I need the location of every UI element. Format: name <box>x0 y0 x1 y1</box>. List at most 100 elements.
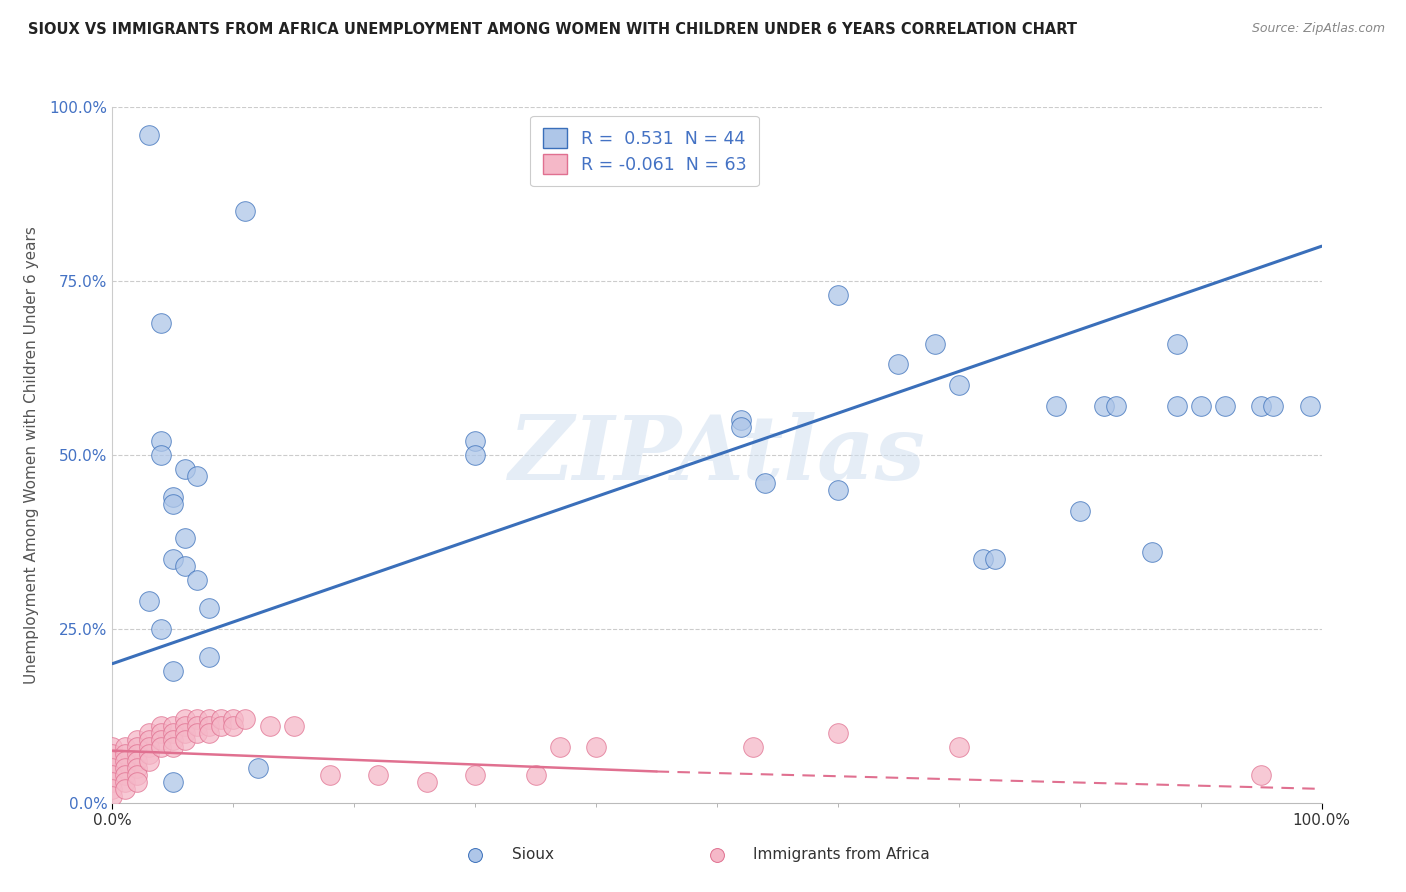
Point <box>283 719 305 733</box>
Point <box>464 448 486 462</box>
Point <box>162 740 184 755</box>
Point <box>198 726 221 740</box>
Point <box>416 775 439 789</box>
Point <box>1105 399 1128 413</box>
Point <box>162 733 184 747</box>
Point <box>162 719 184 733</box>
Point <box>149 733 172 747</box>
Point <box>149 316 172 330</box>
Point <box>125 754 148 768</box>
Point <box>138 726 160 740</box>
Point <box>125 733 148 747</box>
Point <box>209 719 232 733</box>
Point <box>235 712 257 726</box>
Point <box>174 559 197 574</box>
Point <box>114 747 136 761</box>
Point <box>742 740 765 755</box>
Point <box>149 622 172 636</box>
Point <box>984 552 1007 566</box>
Point <box>138 740 160 755</box>
Point <box>548 740 571 755</box>
Point <box>972 552 994 566</box>
Point <box>464 434 486 448</box>
Point <box>186 726 208 740</box>
Point <box>259 719 281 733</box>
Point <box>730 413 752 427</box>
Point <box>1069 503 1091 517</box>
Point <box>1166 399 1188 413</box>
Point <box>827 726 849 740</box>
Point <box>174 532 197 546</box>
Point <box>138 754 160 768</box>
Point <box>101 768 124 782</box>
Point <box>1263 399 1285 413</box>
Point <box>114 768 136 782</box>
Point <box>138 128 160 142</box>
Point <box>924 336 946 351</box>
Point <box>186 712 208 726</box>
Point <box>138 594 160 608</box>
Point <box>149 434 172 448</box>
Point <box>149 740 172 755</box>
Point <box>162 497 184 511</box>
Point <box>464 847 486 862</box>
Point <box>149 448 172 462</box>
Point <box>948 740 970 755</box>
Point <box>162 490 184 504</box>
Point <box>1213 399 1236 413</box>
Point <box>1298 399 1320 413</box>
Text: ZIPAtlas: ZIPAtlas <box>509 412 925 498</box>
Point <box>1250 768 1272 782</box>
Point <box>730 420 752 434</box>
Point <box>464 768 486 782</box>
Point <box>101 789 124 803</box>
Point <box>125 740 148 755</box>
Point <box>125 747 148 761</box>
Point <box>827 288 849 302</box>
Point <box>706 847 728 862</box>
Point <box>125 775 148 789</box>
Text: Sioux: Sioux <box>512 847 554 863</box>
Text: Immigrants from Africa: Immigrants from Africa <box>754 847 931 863</box>
Point <box>198 601 221 615</box>
Point <box>754 475 776 490</box>
Point <box>948 378 970 392</box>
Point <box>174 462 197 476</box>
Point <box>125 768 148 782</box>
Point <box>149 726 172 740</box>
Point <box>125 761 148 775</box>
Point <box>101 781 124 796</box>
Point <box>101 754 124 768</box>
Point <box>524 768 547 782</box>
Point <box>101 775 124 789</box>
Point <box>162 552 184 566</box>
Text: SIOUX VS IMMIGRANTS FROM AFRICA UNEMPLOYMENT AMONG WOMEN WITH CHILDREN UNDER 6 Y: SIOUX VS IMMIGRANTS FROM AFRICA UNEMPLOY… <box>28 22 1077 37</box>
Point <box>101 747 124 761</box>
Point <box>138 747 160 761</box>
Text: Source: ZipAtlas.com: Source: ZipAtlas.com <box>1251 22 1385 36</box>
Point <box>222 712 245 726</box>
Point <box>198 712 221 726</box>
Point <box>235 204 257 219</box>
Point <box>114 781 136 796</box>
Point <box>585 740 607 755</box>
Point <box>209 712 232 726</box>
Point <box>162 775 184 789</box>
Point <box>149 719 172 733</box>
Point <box>138 733 160 747</box>
Point <box>1189 399 1212 413</box>
Point <box>114 775 136 789</box>
Point <box>1250 399 1272 413</box>
Point <box>246 761 269 775</box>
Point <box>114 740 136 755</box>
Point <box>186 573 208 587</box>
Point <box>1166 336 1188 351</box>
Point <box>174 733 197 747</box>
Point <box>162 726 184 740</box>
Point <box>186 719 208 733</box>
Point <box>186 468 208 483</box>
Point <box>101 740 124 755</box>
Point <box>174 712 197 726</box>
Point <box>1045 399 1067 413</box>
Point <box>198 719 221 733</box>
